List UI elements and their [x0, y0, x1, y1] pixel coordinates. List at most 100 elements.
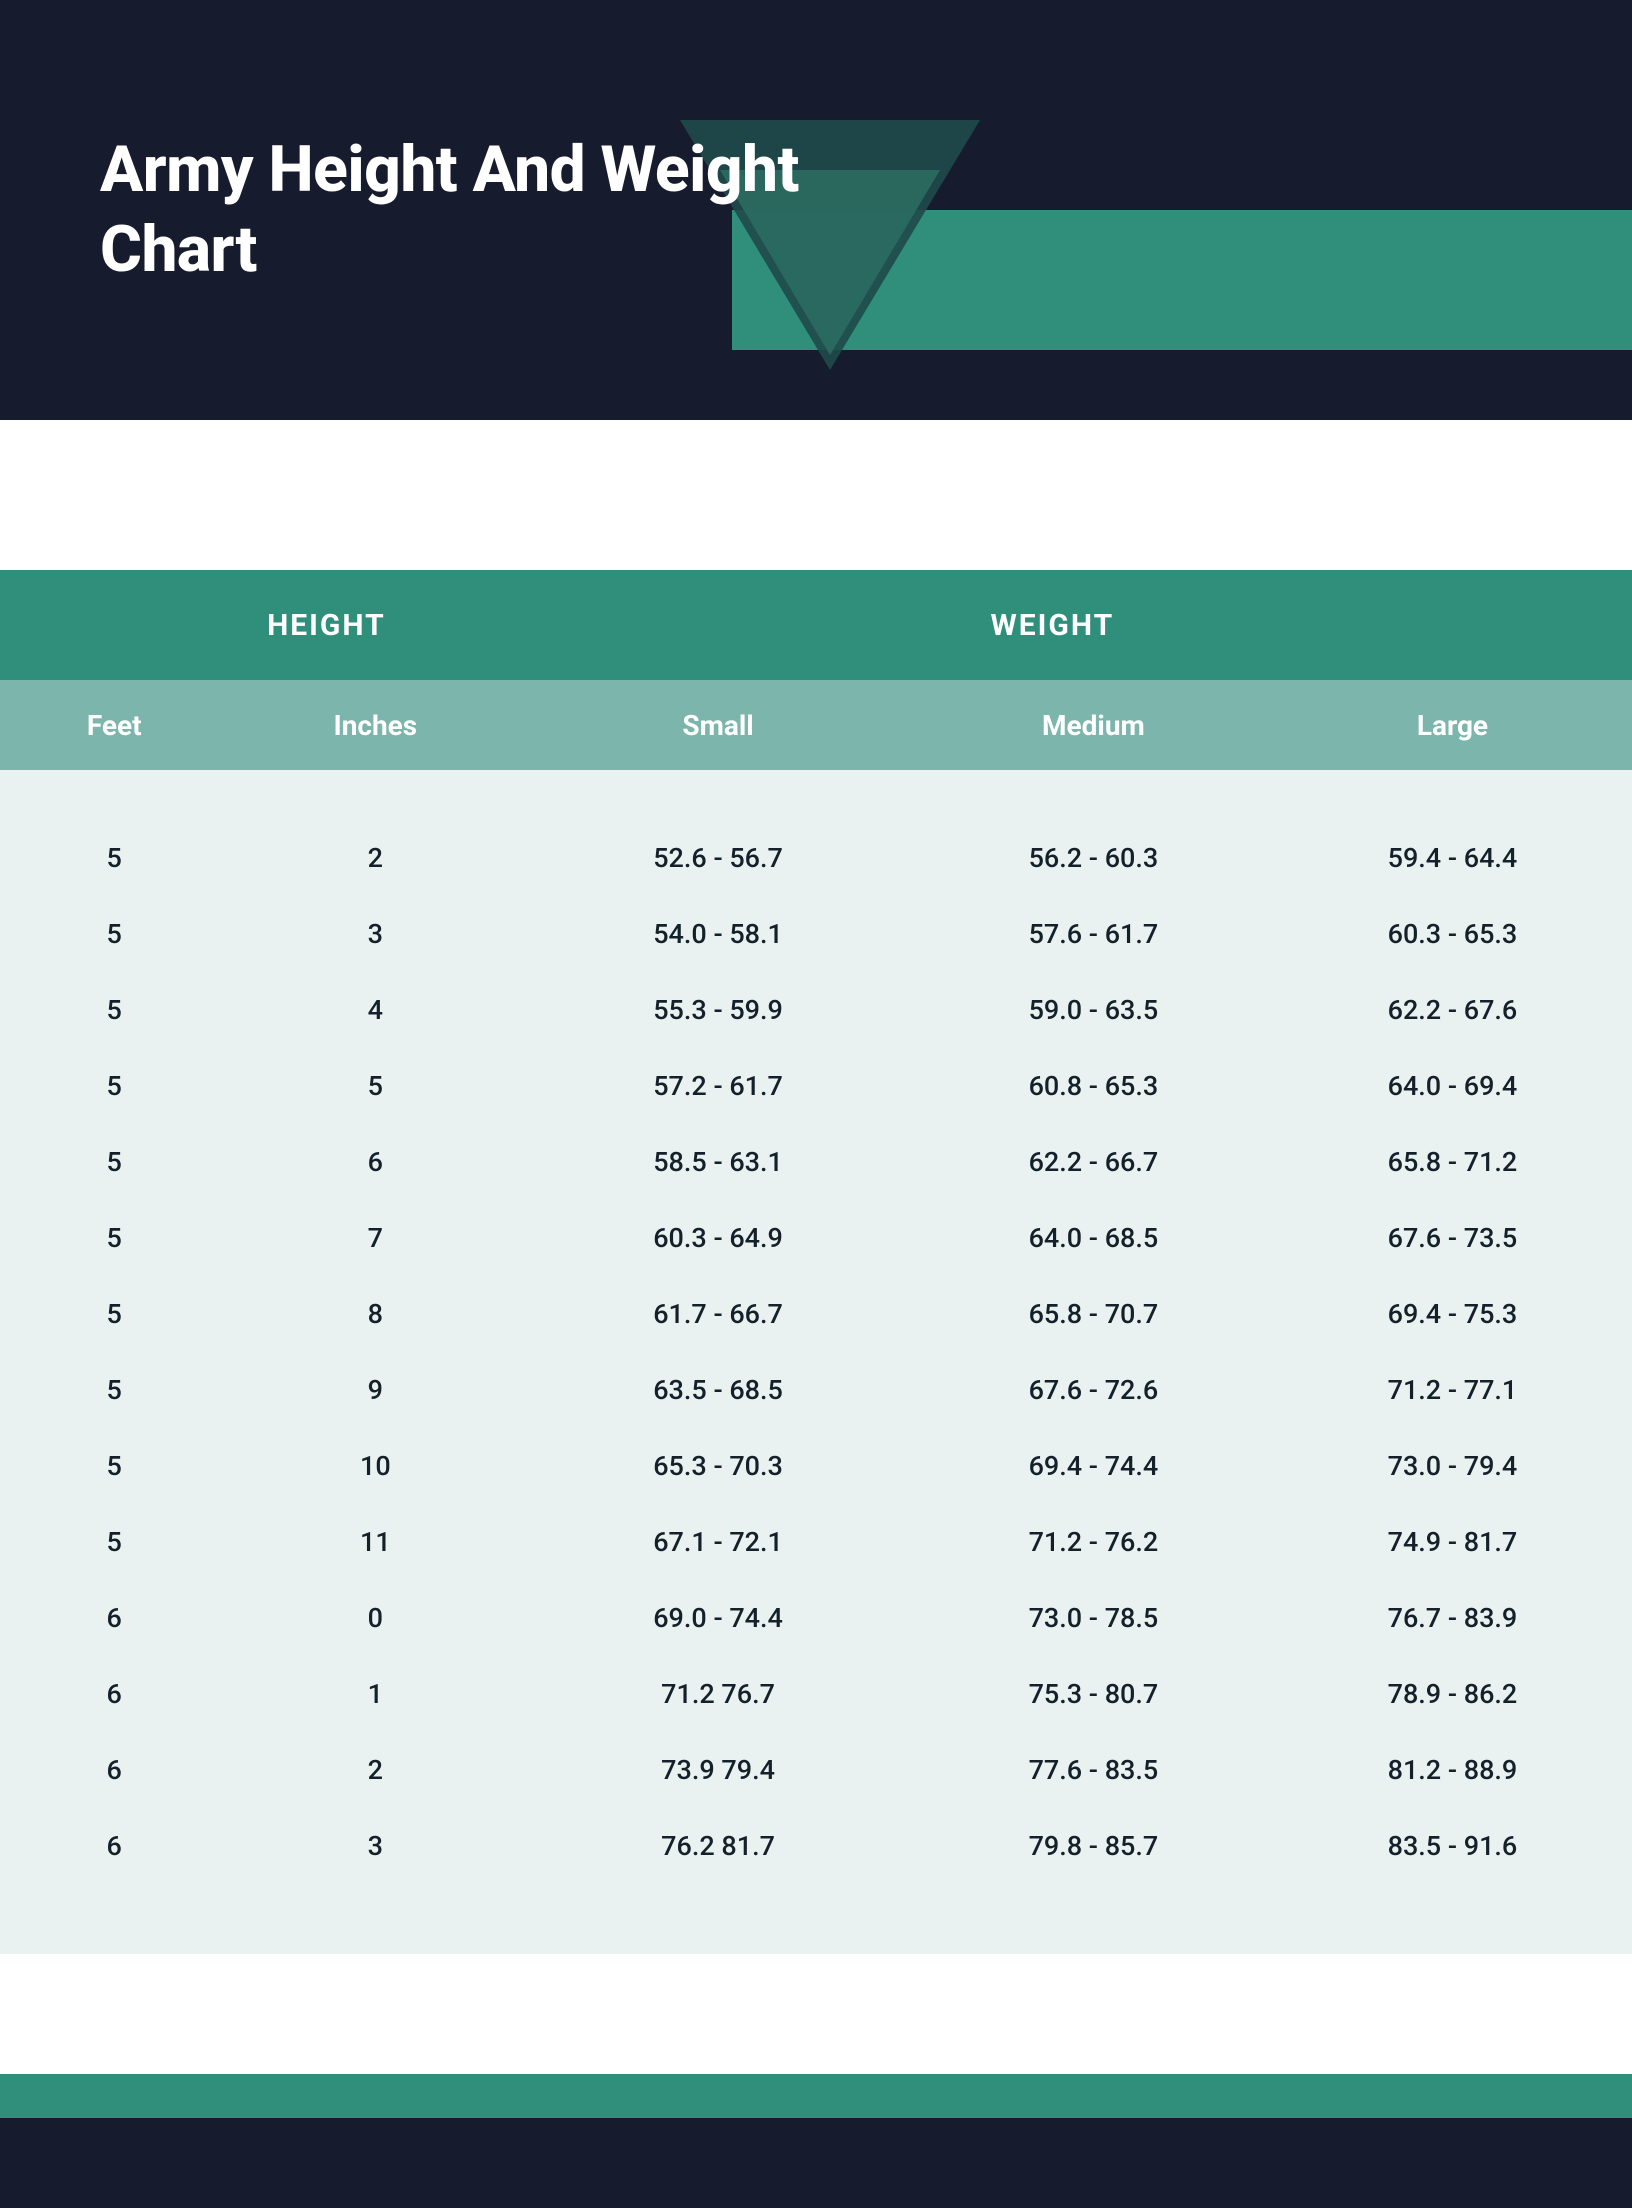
cell-inches: 7 — [228, 1222, 522, 1254]
table-group-header: HEIGHT WEIGHT — [0, 570, 1632, 680]
cell-inches: 1 — [228, 1678, 522, 1710]
cell-medium: 59.0 - 63.5 — [914, 994, 1273, 1026]
cell-inches: 3 — [228, 918, 522, 950]
table-row: 51065.3 - 70.369.4 - 74.473.0 - 79.4 — [0, 1428, 1632, 1504]
cell-small: 54.0 - 58.1 — [522, 918, 914, 950]
table-row: 6069.0 - 74.473.0 - 78.576.7 - 83.9 — [0, 1580, 1632, 1656]
cell-large: 76.7 - 83.9 — [1273, 1602, 1632, 1634]
cell-large: 69.4 - 75.3 — [1273, 1298, 1632, 1330]
cell-small: 65.3 - 70.3 — [522, 1450, 914, 1482]
table-row: 51167.1 - 72.171.2 - 76.274.9 - 81.7 — [0, 1504, 1632, 1580]
table-row: 6376.2 81.779.8 - 85.783.5 - 91.6 — [0, 1808, 1632, 1884]
cell-inches: 6 — [228, 1146, 522, 1178]
cell-feet: 5 — [0, 1374, 228, 1406]
table-row: 5354.0 - 58.157.6 - 61.760.3 - 65.3 — [0, 896, 1632, 972]
cell-large: 59.4 - 64.4 — [1273, 842, 1632, 874]
cell-inches: 10 — [228, 1450, 522, 1482]
cell-large: 71.2 - 77.1 — [1273, 1374, 1632, 1406]
cell-inches: 2 — [228, 842, 522, 874]
cell-feet: 5 — [0, 842, 228, 874]
cell-small: 60.3 - 64.9 — [522, 1222, 914, 1254]
table-body: 5252.6 - 56.756.2 - 60.359.4 - 64.45354.… — [0, 770, 1632, 1954]
table-row: 5658.5 - 63.162.2 - 66.765.8 - 71.2 — [0, 1124, 1632, 1200]
cell-feet: 5 — [0, 918, 228, 950]
cell-small: 71.2 76.7 — [522, 1678, 914, 1710]
cell-feet: 5 — [0, 1222, 228, 1254]
cell-medium: 75.3 - 80.7 — [914, 1678, 1273, 1710]
group-header-height: HEIGHT — [0, 608, 653, 643]
cell-medium: 77.6 - 83.5 — [914, 1754, 1273, 1786]
table-row: 5760.3 - 64.964.0 - 68.567.6 - 73.5 — [0, 1200, 1632, 1276]
cell-feet: 6 — [0, 1602, 228, 1634]
cell-feet: 5 — [0, 1526, 228, 1558]
group-header-weight: WEIGHT — [653, 608, 1632, 643]
footer-accent-dark — [0, 2118, 1632, 2208]
header-gap — [0, 420, 1632, 570]
cell-feet: 5 — [0, 1070, 228, 1102]
cell-inches: 2 — [228, 1754, 522, 1786]
cell-feet: 6 — [0, 1754, 228, 1786]
cell-inches: 4 — [228, 994, 522, 1026]
cell-small: 69.0 - 74.4 — [522, 1602, 914, 1634]
cell-small: 67.1 - 72.1 — [522, 1526, 914, 1558]
cell-medium: 56.2 - 60.3 — [914, 842, 1273, 874]
table-row: 5861.7 - 66.765.8 - 70.769.4 - 75.3 — [0, 1276, 1632, 1352]
cell-inches: 3 — [228, 1830, 522, 1862]
cell-small: 55.3 - 59.9 — [522, 994, 914, 1026]
cell-small: 61.7 - 66.7 — [522, 1298, 914, 1330]
cell-large: 62.2 - 67.6 — [1273, 994, 1632, 1026]
table-row: 5252.6 - 56.756.2 - 60.359.4 - 64.4 — [0, 820, 1632, 896]
cell-inches: 5 — [228, 1070, 522, 1102]
cell-inches: 0 — [228, 1602, 522, 1634]
cell-feet: 6 — [0, 1830, 228, 1862]
cell-small: 73.9 79.4 — [522, 1754, 914, 1786]
cell-medium: 69.4 - 74.4 — [914, 1450, 1273, 1482]
cell-feet: 5 — [0, 1450, 228, 1482]
cell-large: 83.5 - 91.6 — [1273, 1830, 1632, 1862]
cell-large: 60.3 - 65.3 — [1273, 918, 1632, 950]
table-row: 6171.2 76.775.3 - 80.778.9 - 86.2 — [0, 1656, 1632, 1732]
col-header-large: Large — [1273, 709, 1632, 742]
cell-medium: 79.8 - 85.7 — [914, 1830, 1273, 1862]
cell-feet: 6 — [0, 1678, 228, 1710]
page-header: Army Height And Weight Chart — [0, 0, 1632, 420]
cell-inches: 11 — [228, 1526, 522, 1558]
cell-large: 81.2 - 88.9 — [1273, 1754, 1632, 1786]
cell-medium: 62.2 - 66.7 — [914, 1146, 1273, 1178]
cell-feet: 5 — [0, 994, 228, 1026]
page-title: Army Height And Weight Chart — [100, 130, 800, 290]
cell-small: 58.5 - 63.1 — [522, 1146, 914, 1178]
height-weight-table: HEIGHT WEIGHT Feet Inches Small Medium L… — [0, 570, 1632, 1954]
cell-large: 67.6 - 73.5 — [1273, 1222, 1632, 1254]
cell-large: 78.9 - 86.2 — [1273, 1678, 1632, 1710]
cell-medium: 71.2 - 76.2 — [914, 1526, 1273, 1558]
cell-large: 65.8 - 71.2 — [1273, 1146, 1632, 1178]
table-row: 5963.5 - 68.567.6 - 72.671.2 - 77.1 — [0, 1352, 1632, 1428]
cell-small: 57.2 - 61.7 — [522, 1070, 914, 1102]
cell-medium: 65.8 - 70.7 — [914, 1298, 1273, 1330]
cell-small: 76.2 81.7 — [522, 1830, 914, 1862]
table-sub-header: Feet Inches Small Medium Large — [0, 680, 1632, 770]
col-header-medium: Medium — [914, 709, 1273, 742]
table-row: 5455.3 - 59.959.0 - 63.562.2 - 67.6 — [0, 972, 1632, 1048]
cell-medium: 67.6 - 72.6 — [914, 1374, 1273, 1406]
cell-small: 63.5 - 68.5 — [522, 1374, 914, 1406]
cell-medium: 64.0 - 68.5 — [914, 1222, 1273, 1254]
cell-inches: 8 — [228, 1298, 522, 1330]
cell-medium: 57.6 - 61.7 — [914, 918, 1273, 950]
table-row: 6273.9 79.477.6 - 83.581.2 - 88.9 — [0, 1732, 1632, 1808]
cell-large: 74.9 - 81.7 — [1273, 1526, 1632, 1558]
col-header-inches: Inches — [228, 709, 522, 742]
footer-accent-teal — [0, 2074, 1632, 2118]
cell-feet: 5 — [0, 1146, 228, 1178]
col-header-feet: Feet — [0, 709, 228, 742]
table-row: 5557.2 - 61.760.8 - 65.364.0 - 69.4 — [0, 1048, 1632, 1124]
cell-large: 64.0 - 69.4 — [1273, 1070, 1632, 1102]
cell-small: 52.6 - 56.7 — [522, 842, 914, 874]
cell-feet: 5 — [0, 1298, 228, 1330]
cell-medium: 73.0 - 78.5 — [914, 1602, 1273, 1634]
cell-inches: 9 — [228, 1374, 522, 1406]
cell-medium: 60.8 - 65.3 — [914, 1070, 1273, 1102]
cell-large: 73.0 - 79.4 — [1273, 1450, 1632, 1482]
col-header-small: Small — [522, 709, 914, 742]
